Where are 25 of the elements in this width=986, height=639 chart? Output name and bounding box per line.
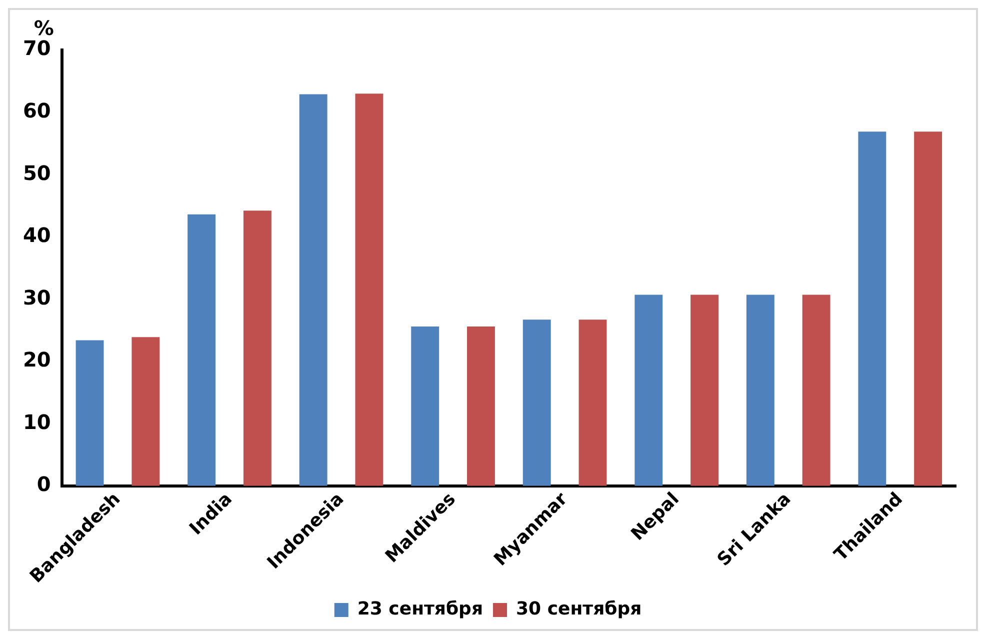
bar	[411, 326, 440, 486]
y-tick-label: 50	[22, 160, 51, 185]
y-tick-label: 40	[22, 223, 51, 248]
bar	[467, 326, 495, 486]
bar	[243, 210, 272, 486]
y-tick-label: 30	[22, 285, 51, 310]
y-tick-label: 0	[36, 472, 51, 496]
y-tick-label: 20	[22, 348, 51, 372]
legend-label: 30 сентября	[516, 598, 642, 620]
bar	[578, 320, 607, 486]
bar	[634, 294, 663, 486]
bar	[299, 94, 328, 486]
bar	[858, 132, 886, 486]
bar	[802, 294, 830, 486]
bar	[522, 320, 551, 486]
bar	[690, 294, 718, 486]
bar	[914, 132, 942, 486]
y-tick-label: 60	[22, 98, 51, 122]
y-tick-label: 10	[22, 410, 51, 434]
bar	[188, 214, 216, 486]
bar	[355, 94, 384, 486]
bar	[76, 340, 104, 486]
bar	[746, 294, 774, 486]
legend-label: 23 сентября	[357, 598, 484, 620]
bar	[132, 337, 160, 486]
